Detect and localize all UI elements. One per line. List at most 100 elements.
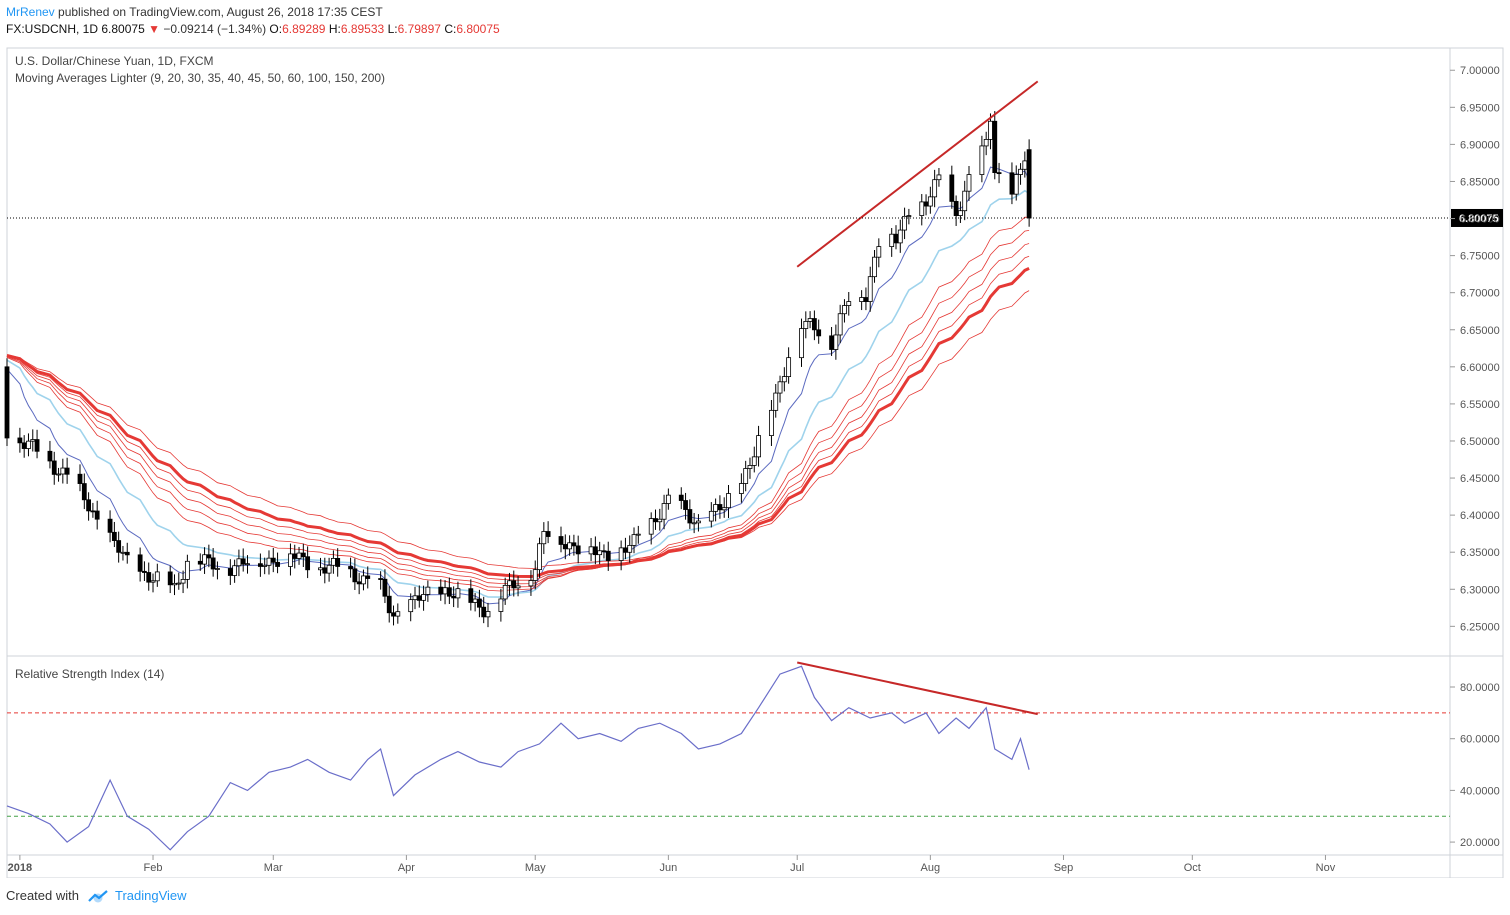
candle <box>455 588 461 599</box>
candle <box>653 518 658 523</box>
candle <box>348 566 353 570</box>
candle <box>442 587 448 595</box>
x-tick-label: Aug <box>921 862 941 874</box>
candle <box>1026 149 1032 219</box>
candle <box>21 442 27 449</box>
rsi-y-tick-label: 20.0000 <box>1460 837 1500 849</box>
rsi-title: Relative Strength Index (14) <box>15 667 164 681</box>
candle <box>318 567 323 571</box>
candle <box>897 229 903 244</box>
last-price: 6.80075 <box>101 22 145 36</box>
candle <box>786 357 792 378</box>
price-chart-title: U.S. Dollar/Chinese Yuan, 1D, FXCM <box>15 54 214 68</box>
candle <box>26 440 31 449</box>
candle <box>842 305 847 315</box>
candle <box>288 553 293 567</box>
candle <box>17 437 23 444</box>
candle <box>116 540 122 553</box>
candle <box>966 174 972 192</box>
chart-area[interactable]: 6.80075 7.00000 6.95000 6.90000 6.85000 6.800… <box>0 40 1510 878</box>
candle <box>799 328 804 359</box>
candle <box>627 544 633 553</box>
candle <box>1022 160 1028 170</box>
candle <box>322 567 328 574</box>
candle <box>257 563 263 567</box>
candle <box>451 595 457 599</box>
candle <box>756 435 761 458</box>
ma-45-line <box>6 255 1030 581</box>
high-label: H: <box>328 22 341 36</box>
x-tick-label: Jun <box>660 862 678 874</box>
candle <box>111 531 117 541</box>
candle <box>292 553 298 559</box>
price-change: −0.09214 (−1.34%) <box>163 22 267 36</box>
published-text: published on TradingView.com, August 26,… <box>58 5 383 19</box>
candle <box>300 552 306 558</box>
candle <box>829 335 834 350</box>
price-trendline[interactable] <box>796 80 1039 268</box>
price-y-tick-label: 6.75000 <box>1460 251 1500 263</box>
candle <box>468 588 474 603</box>
candle <box>330 558 336 566</box>
author-link[interactable]: MrRenev <box>6 5 55 19</box>
candle <box>545 531 551 537</box>
low-value: 6.79897 <box>397 22 441 36</box>
candle <box>421 594 426 601</box>
candle <box>876 246 882 258</box>
candle <box>1013 174 1019 195</box>
candle <box>81 483 87 501</box>
candle <box>4 366 10 439</box>
candle <box>1009 172 1015 195</box>
tradingview-logo-icon <box>88 889 108 902</box>
candle <box>837 313 843 336</box>
candle <box>64 467 70 475</box>
tradingview-brand[interactable]: TradingView <box>114 888 187 903</box>
candle <box>631 534 637 546</box>
candle <box>335 558 341 567</box>
symbol-info: FX:USDCNH, 1D 6.80075 ▼ −0.09214 (−1.34%… <box>6 21 500 37</box>
candle <box>781 376 787 383</box>
candle <box>412 595 418 601</box>
candle <box>270 557 276 563</box>
price-y-tick-label: 6.80000 <box>1460 214 1500 226</box>
candle <box>378 578 384 580</box>
rsi-y-tick-label: 80.0000 <box>1460 682 1500 694</box>
candle <box>648 518 654 535</box>
candle <box>665 494 671 504</box>
candle <box>1018 168 1023 175</box>
created-with-text: Created with <box>6 888 79 903</box>
candle <box>687 509 693 524</box>
candle <box>567 542 572 550</box>
rsi-y-tick-label: 40.0000 <box>1460 785 1500 797</box>
candle <box>507 580 512 586</box>
candle <box>979 145 985 175</box>
candle <box>197 560 203 565</box>
down-arrow-icon: ▼ <box>148 22 160 36</box>
candle <box>361 575 366 585</box>
x-tick-label: Apr <box>398 862 415 874</box>
candle <box>691 522 697 525</box>
candle <box>541 531 547 545</box>
candle <box>777 381 783 394</box>
candle <box>146 572 152 583</box>
candle <box>575 545 581 555</box>
candle <box>120 551 126 554</box>
candle <box>683 500 688 510</box>
price-y-tick-label: 7.00000 <box>1460 65 1500 77</box>
candle <box>661 503 667 520</box>
candle <box>232 565 238 576</box>
candle <box>137 554 143 572</box>
open-value: 6.89289 <box>282 22 326 36</box>
rsi-trendline[interactable] <box>797 661 1038 716</box>
candle <box>618 547 624 561</box>
open-label: O: <box>269 22 283 36</box>
candle <box>833 334 839 350</box>
candle <box>528 580 534 587</box>
candle <box>477 598 482 608</box>
rsi-line <box>6 665 1030 851</box>
rsi-y-tick-label: 60.0000 <box>1460 734 1500 746</box>
candle <box>803 320 809 329</box>
candle <box>635 533 641 536</box>
candle <box>446 587 452 597</box>
candle <box>919 201 925 216</box>
